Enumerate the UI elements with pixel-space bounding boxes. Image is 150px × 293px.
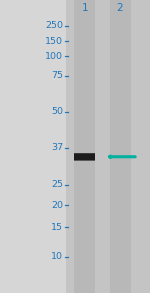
Text: 150: 150 bbox=[45, 37, 63, 45]
Bar bbox=[74, 0, 95, 293]
Text: 1: 1 bbox=[81, 3, 88, 13]
Text: 10: 10 bbox=[51, 252, 63, 261]
Text: 25: 25 bbox=[51, 180, 63, 189]
Bar bbox=[74, 153, 95, 154]
Bar bbox=[74, 160, 95, 161]
Bar bbox=[66, 0, 150, 293]
Text: 20: 20 bbox=[51, 201, 63, 209]
Bar bbox=[74, 154, 95, 160]
Text: 250: 250 bbox=[45, 21, 63, 30]
Text: 15: 15 bbox=[51, 223, 63, 232]
Text: 100: 100 bbox=[45, 52, 63, 61]
Bar bbox=[110, 0, 130, 293]
Text: 2: 2 bbox=[117, 3, 123, 13]
Text: 75: 75 bbox=[51, 71, 63, 80]
Text: 50: 50 bbox=[51, 108, 63, 116]
Text: 37: 37 bbox=[51, 143, 63, 152]
